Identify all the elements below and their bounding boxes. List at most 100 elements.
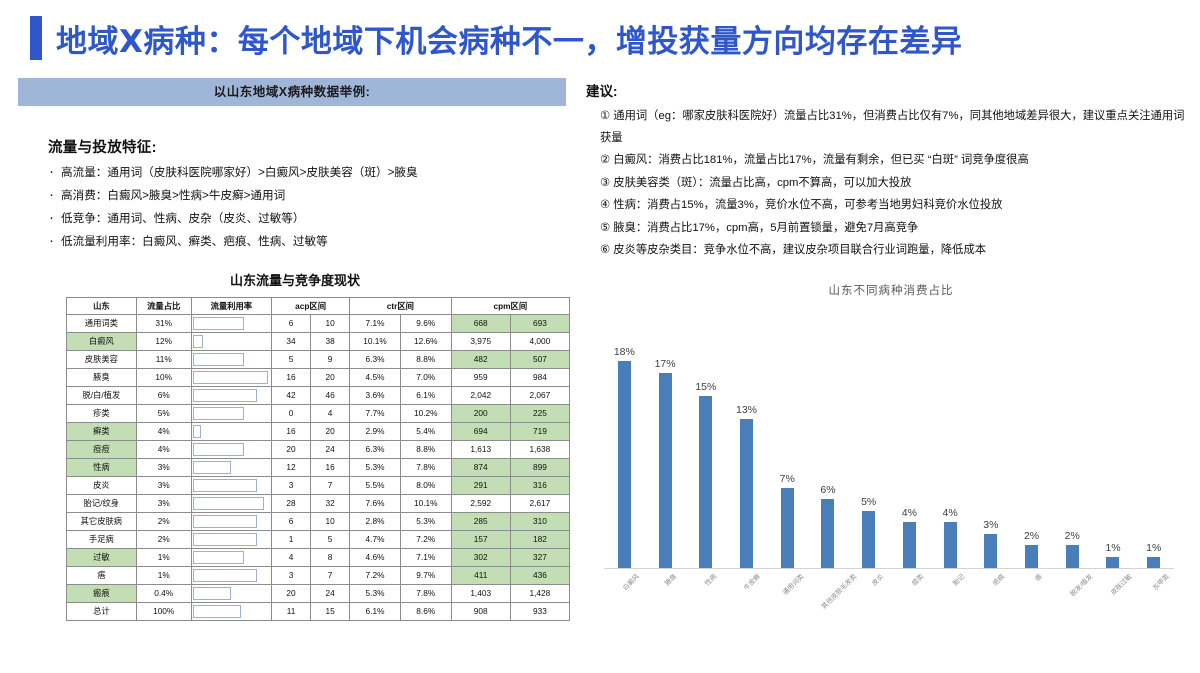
cell-ctr-high: 12.6% <box>399 332 452 351</box>
cell-cpm-low: 2,042 <box>450 386 511 405</box>
cell-ctr-high: 8.6% <box>399 602 452 621</box>
cell-cpm-high: 2,617 <box>509 494 571 513</box>
cell-cpm-low: 291 <box>450 476 511 495</box>
chart-bars: 18% 17% 15% 13% 7% 6% 5% 4% 4% 3% 2% 2% 1% 1% <box>604 306 1174 568</box>
cell-cpm-low: 1,403 <box>450 584 511 603</box>
cell-utilization-bar <box>190 440 272 459</box>
cell-acp-low: 5 <box>270 350 312 369</box>
cell-acp-high: 32 <box>310 494 351 513</box>
cell-acp-high: 10 <box>310 314 351 333</box>
cell-traffic-share: 1% <box>135 566 192 585</box>
cell-ctr-low: 7.1% <box>349 314 401 333</box>
col-header-acp: acp区间 <box>270 297 351 315</box>
cell-acp-low: 12 <box>270 458 312 477</box>
cell-ctr-low: 4.6% <box>349 548 401 567</box>
cell-cpm-low: 668 <box>450 314 511 333</box>
cell-disease-name: 癣类 <box>66 422 137 441</box>
list-item: 低流量利用率：白癜风、癣类、疤痕、性病、过敏等 <box>48 231 566 252</box>
chart-x-label-text: 痘类 <box>911 573 926 588</box>
chart-bar <box>699 395 713 568</box>
chart-bar <box>943 522 957 568</box>
utilization-bar <box>192 317 244 330</box>
chart-bar <box>780 487 794 568</box>
cell-cpm-high: 933 <box>509 602 571 621</box>
cell-utilization-bar <box>190 386 272 405</box>
chart-plot-area: 18% 17% 15% 13% 7% 6% 5% 4% 4% 3% 2% 2% 1% 1% <box>604 306 1174 569</box>
table-row: 腋臭 10% 16 20 4.5% 7.0% 959 984 <box>66 368 571 387</box>
cell-traffic-share: 1% <box>135 548 192 567</box>
cell-utilization-bar <box>190 512 272 531</box>
table-row: 手足病 2% 1 5 4.7% 7.2% 157 182 <box>66 530 571 549</box>
chart-bar <box>821 499 835 568</box>
cell-acp-low: 3 <box>270 476 312 495</box>
cell-cpm-high: 4,000 <box>509 332 571 351</box>
table-row: 皮肤美容 11% 5 9 6.3% 8.8% 482 507 <box>66 350 571 369</box>
cell-cpm-high: 899 <box>509 458 571 477</box>
cell-acp-high: 20 <box>310 422 351 441</box>
chart-x-label: 通用词类 <box>765 569 806 639</box>
chart-bar-column: 15% <box>685 306 726 568</box>
cell-utilization-bar <box>190 566 272 585</box>
list-item: 低竞争：通用词、性病、皮杂（皮炎、过敏等） <box>48 208 566 229</box>
chart-bar-column: 2% <box>1052 306 1093 568</box>
table-title: 山东流量与竞争度现状 <box>229 273 360 288</box>
chart-bar-value-label: 15% <box>695 380 717 393</box>
list-item: ⑤ 腋臭：消费占比17%，cpm高，5月前置锁量，避免7月高竞争 <box>600 221 919 234</box>
cell-ctr-low: 7.7% <box>349 404 401 423</box>
chart-x-label: 腋臭 <box>644 569 684 639</box>
cell-disease-name: 白癜风 <box>66 332 137 351</box>
cell-disease-name: 其它皮肤病 <box>66 512 137 531</box>
cell-ctr-high: 5.3% <box>399 512 452 531</box>
cell-cpm-high: 719 <box>509 422 571 441</box>
list-item: 高消费：白癜风>腋臭>性病>牛皮癣>通用词 <box>48 185 566 206</box>
cell-acp-low: 20 <box>270 584 312 603</box>
cell-ctr-low: 2.9% <box>349 422 401 441</box>
table-row: 痦 1% 3 7 7.2% 9.7% 411 436 <box>66 566 571 585</box>
cell-acp-high: 24 <box>310 584 351 603</box>
cell-cpm-high: 984 <box>509 368 571 387</box>
page-header: 地域X病种：每个地域下机会病种不一，增投获量方向均存在差异 <box>0 14 1200 62</box>
section-heading-traffic: 流量与投放特征: <box>48 140 157 156</box>
cell-disease-name: 过敏 <box>66 548 137 567</box>
chart-bar <box>1106 556 1120 568</box>
list-item: ① 通用词（eg：哪家皮肤科医院好）流量占比31%，但消费占比仅有7%，同其他地… <box>600 110 1185 144</box>
table-row: 疹类 5% 0 4 7.7% 10.2% 200 225 <box>66 404 571 423</box>
chart-bar-value-label: 6% <box>820 484 836 496</box>
chart-x-label: 牛皮癣 <box>725 569 765 639</box>
cell-disease-name: 总计 <box>66 602 137 621</box>
cell-cpm-low: 1,613 <box>450 440 511 459</box>
cell-acp-high: 5 <box>310 530 351 549</box>
table-row: 癣类 4% 16 20 2.9% 5.4% 694 719 <box>66 422 571 441</box>
cell-acp-high: 9 <box>310 350 351 369</box>
chart-bar-value-label: 2% <box>1023 530 1040 542</box>
cell-ctr-high: 6.1% <box>399 386 452 405</box>
cell-cpm-high: 693 <box>509 314 571 333</box>
left-panel: 以山东地域X病种数据举例: 流量与投放特征: 高流量：通用词（皮肤科医院哪家好）… <box>18 78 571 621</box>
cell-utilization-bar <box>190 494 272 513</box>
cell-cpm-high: 316 <box>509 476 571 495</box>
chart-bar-value-label: 4% <box>942 507 958 519</box>
cell-acp-low: 34 <box>270 332 312 351</box>
chart-x-label: 脱发/植发 <box>1053 569 1095 639</box>
cell-acp-low: 1 <box>270 530 312 549</box>
cell-disease-name: 性病 <box>66 458 137 477</box>
table-row: 性病 3% 12 16 5.3% 7.8% 874 899 <box>66 458 571 477</box>
chart-x-label: 灰甲类 <box>1134 569 1174 639</box>
table-row: 通用词类 31% 6 10 7.1% 9.6% 668 693 <box>66 314 571 333</box>
cell-acp-low: 28 <box>270 494 312 513</box>
cell-acp-low: 6 <box>270 512 312 531</box>
chart-bar-column: 5% <box>848 306 889 568</box>
chart-bar-column: 4% <box>930 306 971 568</box>
cell-acp-high: 7 <box>310 566 351 585</box>
col-header-share: 流量占比 <box>135 297 192 315</box>
list-item: ② 白癜风：消费占比181%，流量占比17%，流量有剩余，但已买 “白斑” 词竞… <box>600 154 1029 166</box>
col-header-cpm: cpm区间 <box>450 297 571 315</box>
example-banner: 以山东地域X病种数据举例: <box>18 78 566 106</box>
table-row: 皮炎 3% 3 7 5.5% 8.0% 291 316 <box>66 476 571 495</box>
chart-bar-value-label: 3% <box>983 518 999 531</box>
cell-disease-name: 通用词类 <box>66 314 137 333</box>
title-accent-bar <box>30 16 42 60</box>
cell-traffic-share: 6% <box>135 386 192 405</box>
utilization-bar <box>192 443 244 456</box>
chart-x-label: 胎记 <box>932 569 972 639</box>
